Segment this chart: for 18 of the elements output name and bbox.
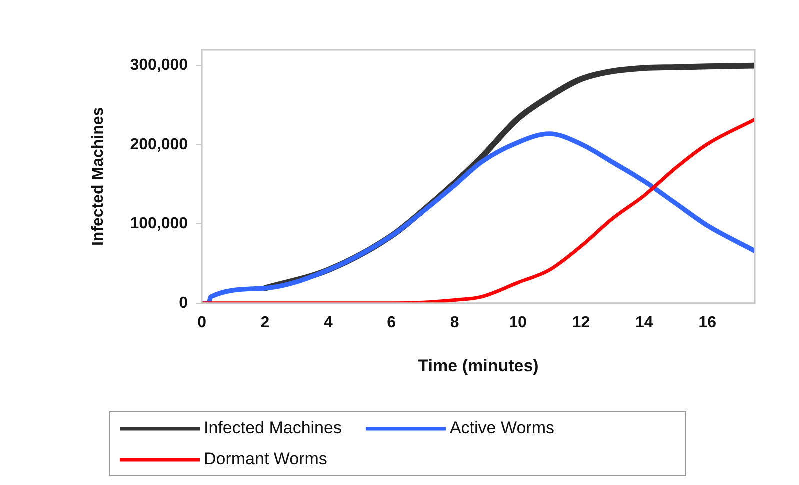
x-tick-label: 10	[509, 314, 528, 332]
legend-label: Active Worms	[450, 418, 555, 438]
y-tick-label: 300,000	[130, 57, 188, 74]
x-tick-label: 4	[324, 314, 333, 332]
y-tick-label: 100,000	[130, 216, 188, 233]
legend-label: Dormant Worms	[204, 450, 328, 469]
x-tick-label: 14	[636, 314, 654, 332]
x-tick-label: 0	[198, 314, 207, 332]
y-axis-title: Infected Machines	[90, 107, 108, 246]
legend-label: Infected Machines	[204, 418, 342, 438]
x-tick-label: 8	[450, 314, 460, 332]
x-axis-title: Time (minutes)	[418, 356, 539, 376]
x-tick-label: 16	[698, 314, 717, 332]
x-tick-label: 6	[387, 314, 396, 332]
y-tick-label: 200,000	[130, 136, 188, 154]
x-tick-label: 12	[572, 314, 590, 332]
y-tick-label: 0	[179, 294, 188, 312]
x-tick-label: 2	[260, 314, 270, 332]
